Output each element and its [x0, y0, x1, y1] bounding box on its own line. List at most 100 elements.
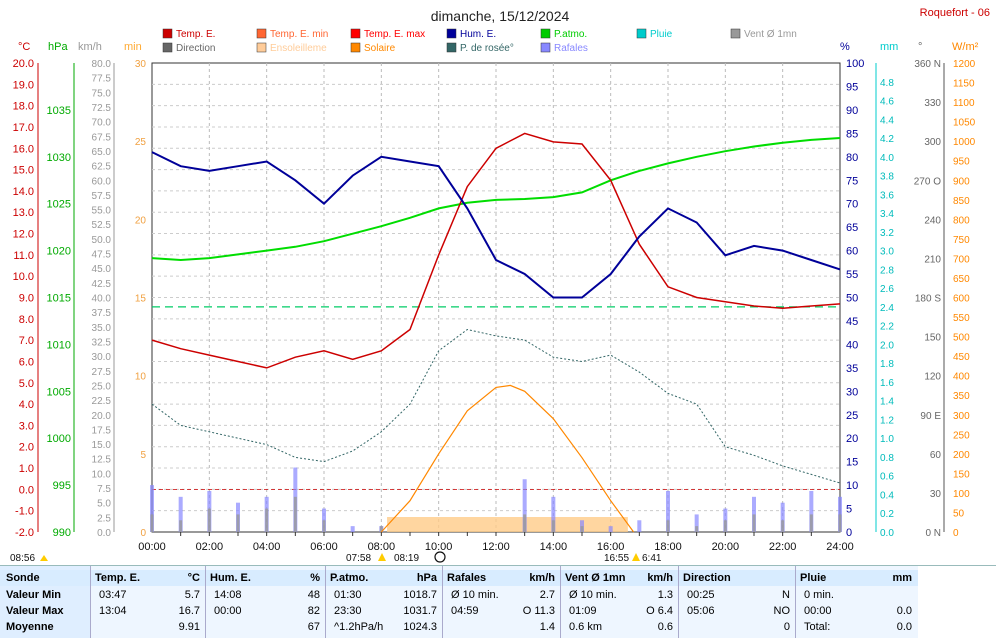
hum-tick-label: 90	[846, 105, 858, 117]
summary-time: 01:09	[569, 605, 597, 617]
dir-tick-label: 270 O	[914, 176, 941, 187]
temp-tick-label: 3.0	[19, 420, 34, 432]
x-tick-label: 08:00	[368, 541, 396, 553]
pressure-tick-label: 990	[53, 527, 71, 539]
sun-marker-icon	[40, 555, 48, 561]
solar-tick-label: 250	[953, 430, 970, 441]
left-time-label: 08:56	[10, 553, 35, 564]
rain-tick-label: 1.8	[880, 359, 894, 370]
pressure-tick-label: 1035	[47, 105, 71, 117]
rain-tick-label: 3.2	[880, 228, 894, 239]
rain-tick-label: 2.6	[880, 284, 894, 295]
solar-tick-label: 1200	[953, 59, 976, 70]
summary-head: P.atmo.	[330, 572, 369, 584]
summary-value: 82	[307, 605, 320, 617]
summary-value: NO	[773, 605, 791, 617]
rain-tick-label: 2.2	[880, 322, 894, 333]
rain-tick-label: 1.6	[880, 378, 894, 389]
wind-tick-label: 0.0	[97, 528, 111, 539]
axis-unit-labels: °C hPa km/h min% mm ° W/m²	[18, 41, 979, 53]
sunshine-band	[387, 517, 628, 532]
rain-tick-label: 2.0	[880, 340, 894, 351]
rain-tick-label: 2.4	[880, 303, 894, 314]
legend-label: Vent Ø 1mn	[744, 29, 797, 40]
solar-tick-label: 1150	[953, 79, 975, 90]
legend-label: Rafales	[554, 43, 588, 54]
rain-tick-label: 4.6	[880, 97, 894, 108]
chart-title: dimanche, 15/12/2024	[431, 8, 570, 24]
wind-bar	[752, 514, 756, 532]
legend-swatch	[540, 28, 551, 39]
solar-tick-label: 50	[953, 508, 965, 519]
x-tick-label: 22:00	[769, 541, 797, 553]
x-tick-label: 24:00	[826, 541, 854, 553]
minutes-tick-label: 30	[135, 59, 147, 70]
gust-bar	[780, 502, 785, 532]
legend-swatch	[162, 28, 173, 39]
legend-label: Temp. E. min	[270, 29, 328, 40]
sun-events: 08:56 07:58 08:19 16:55 6:41	[10, 551, 662, 564]
sunrise-icon	[378, 553, 386, 561]
temp-tick-label: 19.0	[13, 79, 34, 91]
summary-time: 23:30	[334, 605, 362, 617]
minutes-tick-label: 0	[140, 528, 146, 539]
dir-tick-label: 300	[924, 137, 941, 148]
dir-tick-label: 0 N	[925, 528, 941, 539]
x-tick-label: 14:00	[540, 541, 568, 553]
temp-tick-label: 18.0	[13, 101, 34, 113]
pressure-tick-label: 1005	[47, 386, 71, 398]
gust-bar	[608, 526, 613, 532]
summary-time: 01:30	[334, 589, 362, 601]
wind-tick-label: 32.5	[92, 337, 112, 348]
wind-bar	[379, 526, 383, 532]
pressure-tick-label: 1015	[47, 293, 71, 305]
temp-tick-label: 15.0	[13, 165, 34, 177]
wind-bar	[666, 520, 670, 532]
wind-tick-label: 45.0	[92, 264, 112, 275]
temp-tick-label: -1.0	[15, 506, 34, 518]
axes: 00:00 02:00 04:00 06:00 08:00 10:00 12:00 14:00…	[13, 58, 976, 553]
solar-tick-label: 800	[953, 215, 970, 226]
summary-head: Temp. E.	[95, 572, 141, 584]
wind-bar	[695, 526, 699, 532]
wind-tick-label: 15.0	[92, 440, 112, 451]
minutes-tick-label: 10	[135, 372, 147, 383]
legend-label: Pluie	[650, 29, 673, 40]
unit-hum: %	[840, 41, 850, 53]
summary-time: 0 min.	[804, 589, 834, 601]
legend-label: Temp. E.	[176, 29, 215, 40]
rain-tick-label: 4.8	[880, 78, 894, 89]
summary-time: 00:00	[214, 605, 242, 617]
dir-tick-label: 60	[930, 450, 942, 461]
wind-tick-label: 5.0	[97, 499, 111, 510]
summary-value: 5.7	[184, 589, 200, 601]
summary-time: ^1.2hPa/h	[334, 621, 384, 633]
summary-row-labels: Sonde Valeur Min Valeur Max Moyenne	[0, 566, 91, 638]
pressure-tick-label: 1030	[47, 152, 71, 164]
wind-tick-label: 25.0	[92, 381, 112, 392]
summary-unit: %	[310, 572, 320, 584]
summary-value: 1018.7	[403, 589, 437, 601]
hum-tick-label: 80	[846, 152, 858, 164]
dir-tick-label: 330	[924, 98, 941, 109]
unit-min: min	[124, 41, 142, 53]
wind-bar	[293, 496, 297, 532]
legend-swatch	[256, 42, 267, 53]
summary-value: 67	[307, 621, 320, 633]
x-tick-label: 02:00	[196, 541, 224, 553]
dir-tick-label: 360 N	[914, 59, 941, 70]
gust-bar	[522, 479, 527, 532]
unit-dir: °	[918, 41, 922, 53]
summary-value: N	[782, 589, 790, 601]
unit-pressure: hPa	[48, 41, 68, 53]
legend-label: Direction	[176, 43, 215, 54]
wind-tick-label: 40.0	[92, 294, 112, 305]
dir-tick-label: 90 E	[920, 411, 941, 422]
wind-bar	[523, 514, 527, 532]
station-name: Roquefort - 06	[920, 7, 990, 19]
dir-tick-label: 180 S	[915, 294, 941, 305]
summary-time: Total:	[804, 621, 831, 633]
gust-bar	[666, 490, 670, 532]
summary-value: 0.0	[896, 605, 912, 617]
solar-tick-label: 0	[953, 528, 959, 539]
